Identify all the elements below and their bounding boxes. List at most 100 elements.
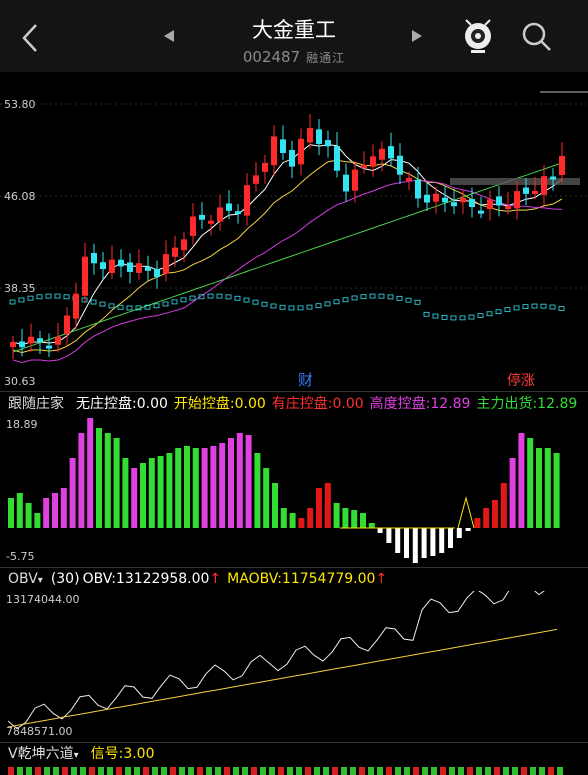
indicator3-bar	[62, 767, 68, 775]
candle-body	[46, 345, 52, 349]
indicator1-bar	[131, 468, 138, 528]
indicator2-obv: OBV:13122958.00	[82, 571, 210, 587]
indicator1-item-1: 开始控盘:0.00	[173, 396, 266, 412]
overlay-marker	[432, 313, 439, 319]
indicator1-bar	[87, 418, 94, 528]
indicator1-bar	[219, 443, 226, 528]
overlay-marker	[153, 303, 160, 309]
indicator1-bar	[518, 433, 525, 528]
candle-body	[109, 259, 115, 273]
indicator2-selector[interactable]: OBV▾	[0, 568, 49, 590]
candle-body	[442, 197, 448, 203]
ma20-line	[12, 179, 563, 364]
indicator1-selector[interactable]: 跟随庄家	[8, 396, 64, 412]
indicator1-bar	[175, 448, 182, 528]
overlay-marker	[252, 299, 259, 305]
candle-body	[289, 149, 295, 167]
indicator1-bar	[412, 528, 418, 563]
overlay-marker	[243, 297, 250, 303]
candle-body	[424, 194, 430, 203]
indicator3-bar	[206, 767, 212, 775]
indicator1-bar	[474, 518, 481, 528]
indicator1-bar	[8, 498, 14, 528]
candle-body	[352, 169, 358, 191]
assistant-robot-icon[interactable]	[460, 16, 496, 56]
indicator1-item-3: 高度控盘:12.89	[369, 396, 471, 412]
search-icon[interactable]	[520, 20, 554, 54]
indicator1-bar	[78, 433, 85, 528]
divider	[0, 567, 588, 568]
indicator1-bar	[492, 500, 498, 528]
overlay-marker	[108, 303, 115, 309]
indicator3-bar	[548, 767, 554, 775]
maobv-line	[7, 628, 558, 728]
indicator1-bar	[289, 513, 296, 528]
overlay-marker	[27, 295, 34, 301]
overlay-marker	[369, 293, 376, 299]
overlay-marker	[270, 303, 277, 309]
indicator1-bar	[448, 528, 453, 548]
stock-code-line: 002487 融通江	[0, 48, 588, 66]
indicator3-bar	[341, 767, 347, 775]
indicator3-bar	[152, 767, 158, 775]
candle-body	[280, 139, 286, 154]
indicator3-header: V乾坤六道▾ 信号:3.00	[0, 743, 588, 765]
indicator1-bar	[465, 528, 471, 531]
overlay-marker	[45, 293, 52, 299]
event-marker-finance[interactable]: 财	[298, 371, 313, 389]
candle-body	[433, 193, 439, 202]
candle-body	[217, 207, 223, 222]
indicator1-bar	[553, 453, 560, 528]
candle-body	[406, 177, 412, 181]
obv-chart[interactable]: 13174044.00 7848571.00	[0, 591, 588, 741]
candle-body	[307, 128, 313, 143]
overlay-marker	[288, 305, 295, 311]
candle-body	[316, 129, 322, 145]
indicator1-item-2: 有庄控盘:0.00	[271, 396, 364, 412]
next-stock-icon[interactable]	[410, 28, 424, 44]
candle-body	[244, 185, 250, 216]
overlay-marker	[63, 294, 70, 300]
overlay-marker	[342, 297, 349, 303]
indicator3-bar	[350, 767, 356, 775]
indicator1-bar	[430, 528, 436, 556]
candle-body	[559, 155, 565, 175]
candle-body	[550, 176, 556, 180]
candle-body	[91, 253, 97, 264]
indicator3-bar	[134, 767, 140, 775]
prev-stock-icon[interactable]	[162, 28, 176, 44]
indicator1-axis-high: 18.89	[6, 418, 38, 431]
candlestick-chart[interactable]: 53.80 46.08 38.35 30.63 财 停涨	[0, 72, 588, 390]
overlay-marker	[405, 297, 412, 303]
indicator3-bar	[368, 767, 374, 775]
price-label-min: 30.63	[4, 375, 36, 388]
indicator3-bar	[161, 767, 167, 775]
candle-body	[460, 197, 466, 203]
overlay-marker	[297, 305, 304, 311]
indicator1-bar	[483, 508, 490, 528]
indicator1-chart[interactable]: 18.89 -5.75	[0, 416, 588, 566]
indicator3-bar	[530, 767, 536, 775]
indicator3-bar	[89, 767, 95, 775]
candle-body	[163, 254, 169, 274]
overlay-marker	[414, 299, 421, 305]
overlay-marker	[9, 299, 16, 305]
indicator3-bar	[458, 767, 464, 775]
indicator3-bar	[404, 767, 410, 775]
indicator1-item-0: 无庄控盘:0.00	[76, 396, 168, 412]
indicator3-bar	[125, 767, 131, 775]
indicator3-bar	[179, 767, 185, 775]
indicator3-bar	[539, 767, 545, 775]
indicator2-period: (30)	[50, 571, 80, 587]
back-icon[interactable]	[18, 22, 44, 54]
indicator3-selector[interactable]: V乾坤六道▾	[0, 743, 85, 765]
up-arrow-icon: ↑	[209, 571, 222, 587]
obv-line	[7, 591, 545, 730]
candle-body	[496, 196, 502, 206]
chevron-down-icon: ▾	[37, 575, 43, 586]
indicator3-strip	[8, 767, 563, 775]
overlay-marker	[18, 297, 25, 303]
event-marker-limit[interactable]: 停涨	[507, 372, 535, 389]
indicator1-bar	[500, 483, 507, 528]
indicator1-bar	[228, 438, 234, 528]
